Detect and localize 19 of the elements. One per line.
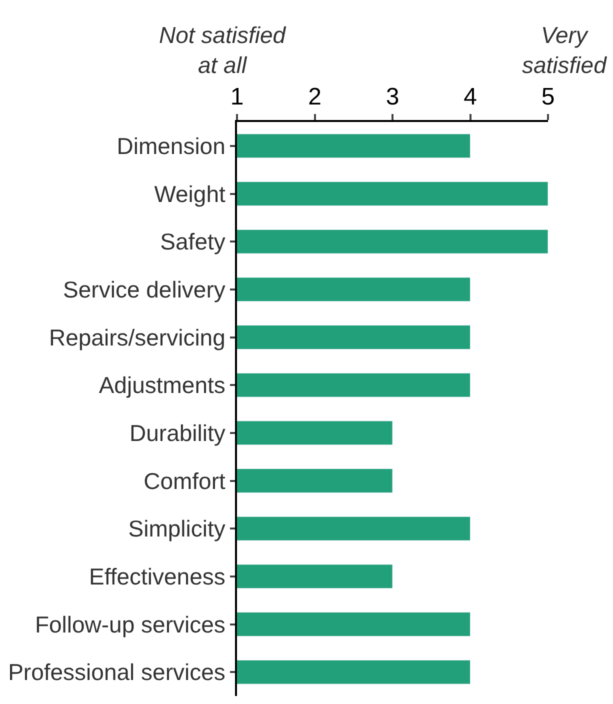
y-tick-label: Simplicity bbox=[128, 516, 226, 542]
x-tick-label: 3 bbox=[386, 83, 400, 110]
y-tick-label: Service delivery bbox=[63, 276, 226, 302]
y-tick-label: Dimension bbox=[116, 132, 226, 159]
text: Very satisfied bbox=[522, 22, 608, 78]
y-tick-label: Professional services bbox=[8, 659, 226, 686]
y-tick-label: Follow-up services bbox=[34, 611, 226, 638]
y-tick-label: Weight bbox=[154, 180, 226, 207]
text: Not satisfied at all bbox=[159, 22, 287, 78]
x-tick-label: 2 bbox=[308, 83, 322, 110]
y-tick-label: Safety bbox=[160, 228, 226, 255]
x-tick-label: 5 bbox=[541, 83, 555, 110]
y-tick-label: Adjustments bbox=[98, 372, 226, 398]
x-tick-label: 1 bbox=[230, 83, 244, 110]
x-tick-label: 4 bbox=[464, 83, 477, 110]
y-tick-label: Repairs/servicing bbox=[48, 324, 226, 350]
y-tick-label: Effectiveness bbox=[89, 563, 226, 590]
y-tick-label: Comfort bbox=[144, 468, 226, 494]
y-tick-label: Durability bbox=[130, 420, 226, 446]
